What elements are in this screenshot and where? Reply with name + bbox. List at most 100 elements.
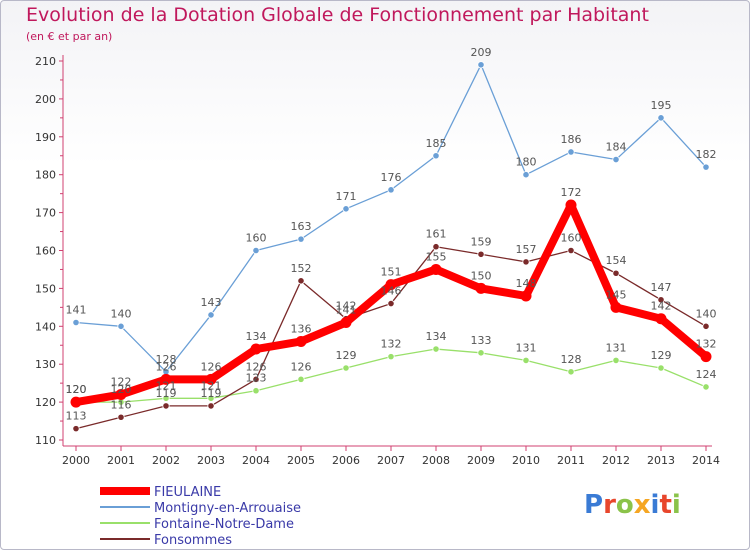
- x-tick-label: 2013: [647, 454, 675, 467]
- data-label: 142: [651, 300, 672, 313]
- data-label: 132: [381, 338, 402, 351]
- data-label: 157: [516, 243, 537, 256]
- x-tick-label: 2003: [197, 454, 225, 467]
- logo-letter: x: [633, 490, 651, 520]
- x-tick-label: 2004: [242, 454, 270, 467]
- data-point: [115, 389, 127, 401]
- data-point: [250, 343, 262, 355]
- legend-label: Fonsommes: [154, 533, 232, 548]
- x-tick-label: 2009: [467, 454, 495, 467]
- data-point: [522, 171, 530, 179]
- data-point: [297, 277, 305, 285]
- data-point: [252, 246, 260, 255]
- data-point: [340, 317, 352, 329]
- data-point: [522, 258, 530, 266]
- data-label: 143: [201, 296, 222, 309]
- data-point: [70, 396, 82, 408]
- data-label: 146: [381, 285, 402, 298]
- x-tick-label: 2011: [557, 454, 585, 467]
- logo-letter: t: [659, 490, 672, 520]
- series-lines: [70, 61, 712, 433]
- data-label: 155: [426, 250, 447, 263]
- y-tick-label: 140: [35, 320, 56, 333]
- legend-label: FIEULAINE: [154, 485, 221, 500]
- data-point: [612, 356, 620, 365]
- data-label: 163: [291, 220, 312, 233]
- x-tick-label: 2014: [692, 454, 720, 467]
- logo-letter: o: [615, 490, 634, 520]
- legend: FIEULAINEMontigny-en-ArrouaiseFontaine-N…: [100, 485, 301, 548]
- legend-label: Fontaine-Notre-Dame: [154, 517, 294, 532]
- data-label: 116: [111, 398, 132, 411]
- data-point: [477, 250, 485, 258]
- data-label: 126: [156, 360, 177, 373]
- data-point: [612, 155, 620, 164]
- x-tick-label: 2008: [422, 454, 450, 467]
- data-label: 129: [336, 349, 357, 362]
- chart-subtitle: (en € et par an): [26, 30, 113, 43]
- data-label: 195: [651, 99, 672, 112]
- data-label: 136: [291, 322, 312, 335]
- data-label: 126: [246, 360, 267, 373]
- data-label: 171: [336, 190, 357, 203]
- data-point: [342, 364, 350, 372]
- data-label: 121: [201, 379, 222, 392]
- data-label: 119: [156, 387, 177, 400]
- data-point: [657, 296, 665, 304]
- data-label: 185: [426, 137, 447, 150]
- data-point: [297, 235, 305, 243]
- data-label: 141: [336, 304, 357, 317]
- data-label: 133: [471, 334, 492, 347]
- y-tick-label: 120: [35, 396, 56, 409]
- data-label: 154: [606, 254, 627, 267]
- data-label: 159: [471, 235, 492, 248]
- data-label: 148: [516, 277, 537, 290]
- x-tick-label: 2007: [377, 454, 405, 467]
- data-point: [295, 335, 307, 347]
- data-point: [252, 375, 260, 383]
- data-label: 160: [246, 232, 267, 245]
- data-label: 186: [561, 133, 582, 146]
- data-point: [567, 368, 575, 376]
- data-label: 150: [471, 269, 492, 282]
- data-label: 147: [651, 281, 672, 294]
- data-point: [207, 402, 215, 410]
- data-label: 120: [111, 383, 132, 396]
- x-tick-label: 2002: [152, 454, 180, 467]
- data-point: [477, 349, 485, 357]
- x-tick-label: 2000: [62, 454, 90, 467]
- data-point: [565, 199, 577, 211]
- data-label: 160: [561, 232, 582, 245]
- data-label: 131: [606, 341, 627, 354]
- data-label: 131: [516, 341, 537, 354]
- data-point: [655, 313, 667, 325]
- data-point: [702, 322, 710, 330]
- data-label: 128: [561, 353, 582, 366]
- data-label: 172: [561, 186, 582, 199]
- data-point: [700, 351, 712, 363]
- data-point: [612, 269, 620, 277]
- data-point: [252, 387, 260, 395]
- data-label: 128: [156, 353, 177, 366]
- data-label: 122: [111, 376, 132, 389]
- data-point: [567, 246, 575, 255]
- data-label: 132: [696, 338, 717, 351]
- data-point: [342, 205, 350, 213]
- data-point: [387, 353, 395, 361]
- data-label: 182: [696, 148, 717, 161]
- data-point: [117, 413, 125, 421]
- data-point: [160, 373, 172, 385]
- data-label: 134: [246, 330, 267, 343]
- data-label: 123: [246, 372, 267, 385]
- data-label: 140: [111, 307, 132, 320]
- data-label: 142: [336, 300, 357, 313]
- data-point: [432, 152, 440, 160]
- data-point: [520, 290, 532, 302]
- y-tick-label: 160: [35, 245, 56, 258]
- data-label: 124: [696, 368, 717, 381]
- data-point: [475, 282, 487, 294]
- data-point: [117, 322, 125, 330]
- data-point: [387, 186, 395, 194]
- data-point: [702, 163, 710, 171]
